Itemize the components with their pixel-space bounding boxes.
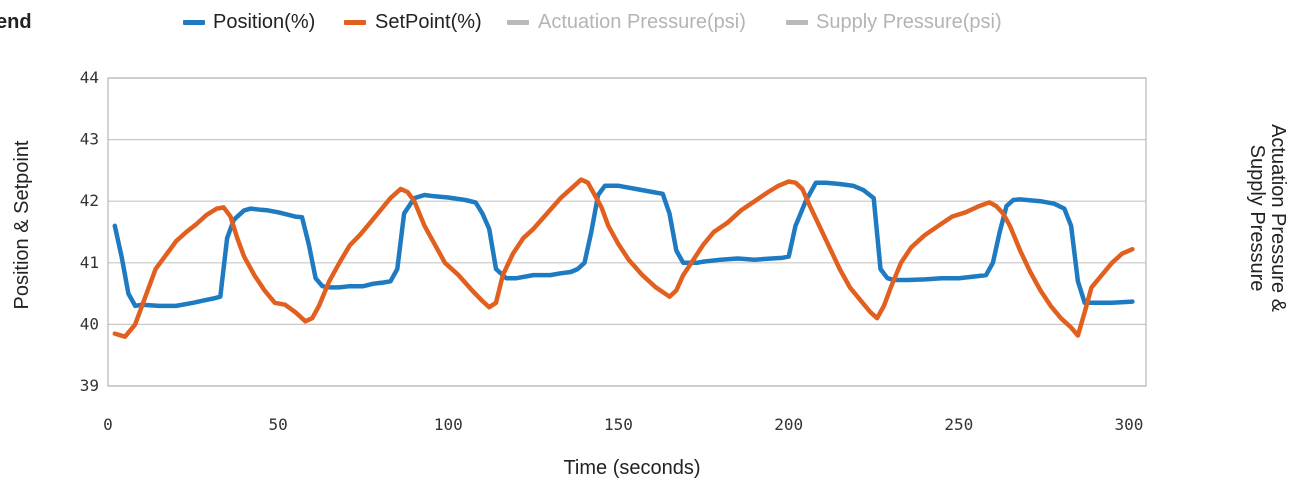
legend-swatch-actuation-pressure <box>507 20 529 25</box>
x-tick-label: 150 <box>604 415 633 434</box>
y-tick-label: 44 <box>80 68 99 87</box>
legend-item-setpoint[interactable]: SetPoint(%) <box>344 11 482 33</box>
y-tick-labels: 39 40 41 42 43 44 <box>80 68 99 395</box>
legend-swatch-position <box>183 20 205 25</box>
series-layer <box>112 177 1135 339</box>
legend-item-position[interactable]: Position(%) <box>183 11 315 33</box>
y-tick-label: 42 <box>80 191 99 210</box>
series-line-setpoint <box>112 177 1135 339</box>
y-tick-label: 43 <box>80 130 99 149</box>
y-tick-label: 39 <box>80 376 99 395</box>
y-axis-title: Position & Setpoint <box>11 140 33 309</box>
x-axis-title: Time (seconds) <box>563 457 700 479</box>
legend-label-actuation-pressure: Actuation Pressure(psi) <box>538 11 746 33</box>
legend-label-supply-pressure: Supply Pressure(psi) <box>816 11 1002 33</box>
right-axis-title-line-2: Supply Pressure <box>1246 145 1268 292</box>
grid-lines <box>108 77 1146 387</box>
x-tick-label: 200 <box>774 415 803 434</box>
x-tick-label: 50 <box>269 415 288 434</box>
x-tick-label: 100 <box>434 415 463 434</box>
x-tick-label: 300 <box>1115 415 1144 434</box>
series-line-position <box>112 180 1135 309</box>
legend-swatch-supply-pressure <box>786 20 808 25</box>
legend-label-setpoint: SetPoint(%) <box>375 11 482 33</box>
legend-swatch-setpoint <box>344 20 366 25</box>
legend: Position(%) SetPoint(%) Actuation Pressu… <box>183 11 1002 33</box>
x-tick-label: 250 <box>944 415 973 434</box>
legend-title: end <box>0 11 32 33</box>
legend-label-position: Position(%) <box>213 11 315 33</box>
y-tick-label: 40 <box>80 314 99 333</box>
x-tick-label: 0 <box>103 415 113 434</box>
legend-item-actuation-pressure[interactable]: Actuation Pressure(psi) <box>507 11 746 33</box>
right-axis-title-line-1: Actuation Pressure & <box>1267 124 1289 313</box>
legend-item-supply-pressure[interactable]: Supply Pressure(psi) <box>786 11 1002 33</box>
plot-area <box>107 77 1147 387</box>
x-tick-labels: 0 50 100 150 200 250 300 <box>103 415 1143 434</box>
y-tick-label: 41 <box>80 253 99 272</box>
